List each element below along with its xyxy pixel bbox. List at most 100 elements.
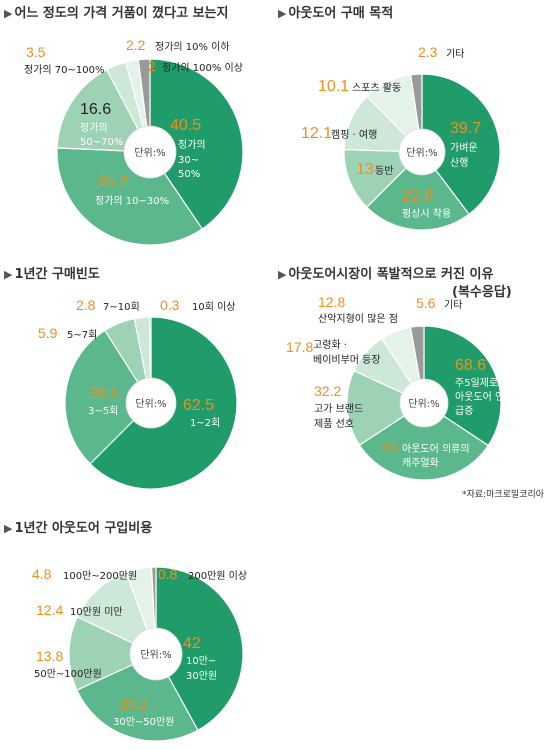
center-unit-label: 단위:% — [406, 146, 437, 159]
center-unit-label: 단위:% — [408, 397, 439, 410]
slice-category-label: 정가의 10~30% — [95, 195, 169, 207]
slice-value-label: 28.5 — [88, 385, 119, 402]
donut-chart-5: 단위:% 42 10만~ 30만원 26.2 30만~50만원 13.8 50만~100만원 1… — [32, 566, 247, 742]
slice-category-label: 5~7회 — [67, 329, 97, 341]
pie-slice — [68, 616, 158, 691]
slice-value-label: 68.6 — [455, 357, 486, 374]
donut-hole — [123, 125, 177, 179]
slice-category-label: 제품 선호 — [314, 418, 354, 430]
pie-slice — [64, 329, 152, 465]
slice-value-label: 39.7 — [450, 120, 481, 137]
center-unit-label: 단위:% — [135, 397, 166, 410]
slice-category-label: 50~70% — [80, 137, 123, 148]
slice-category-label: 100만~200만원 — [63, 570, 137, 582]
slice-category-label: 주5일제로 인한 — [455, 377, 520, 389]
title-text: 1년간 구매빈도 — [14, 267, 100, 282]
slice-category-label: 아웃도어 인구 — [455, 391, 513, 403]
triangle-bullet-icon: ▶ — [278, 268, 287, 281]
title-text: 1년간 아웃도어 구입비용 — [14, 521, 153, 536]
slice-category-label: 30~ — [178, 155, 199, 166]
title-text: 아웃도어 구매 목적 — [288, 6, 394, 21]
slice-category-label: 고령화 · — [313, 339, 347, 351]
slice-category-label: 아웃도어 의류의 — [402, 443, 470, 455]
donut-hole — [398, 128, 446, 176]
triangle-bullet-icon: ▶ — [4, 7, 13, 20]
slice-value-label: 12.8 — [318, 294, 345, 310]
pie-slice — [149, 58, 244, 230]
donut-hole — [399, 378, 449, 428]
triangle-bullet-icon: ▶ — [4, 522, 13, 535]
pie-slice — [346, 369, 426, 446]
slice-category-label: 가벼운 — [450, 142, 478, 154]
slice-value-label: 16.6 — [80, 101, 111, 118]
slice-category-label: 평상시 착용 — [402, 208, 451, 220]
slice-category-label: 캐주얼화 — [402, 457, 439, 469]
slice-category-label: 기타 — [444, 299, 462, 311]
slice-category-label: 급증 — [455, 405, 473, 417]
slice-category-label: 산행 — [450, 157, 468, 169]
slice-category-label: 스포츠 활동 — [352, 81, 401, 94]
slice-value-label: 13.8 — [36, 648, 63, 664]
source-note: *자료:마크로밀코리아 — [462, 490, 545, 500]
slice-category-label: 정가의 70~100% — [24, 64, 104, 76]
slice-category-label: 200만원 이상 — [188, 570, 247, 582]
chart-title-3: ▶ 1년간 구매빈도 — [4, 263, 100, 282]
slice-category-label: 10회 이상 — [192, 301, 236, 313]
pie-slice — [76, 571, 158, 656]
slice-value-label: 22.8 — [402, 188, 433, 205]
slice-value-label: 35.2 — [97, 173, 128, 190]
slice-value-label: 4.8 — [32, 566, 52, 582]
slice-value-label: 63 — [382, 439, 398, 455]
slice-category-label: 50% — [178, 169, 200, 180]
slice-category-label: 등반 — [375, 165, 393, 177]
slice-value-label: 2 — [148, 58, 156, 74]
slice-category-label: 3~5회 — [88, 405, 118, 417]
pie-slice — [343, 95, 424, 153]
chart-title-4: ▶ 아웃도어시장이 폭발적으로 커진 이유 — [278, 263, 493, 282]
chart-title-2: ▶ 아웃도어 구매 목적 — [278, 2, 393, 21]
slice-category-label: 정가의 — [80, 122, 108, 134]
slice-value-label: 3.5 — [26, 44, 46, 60]
slice-category-label: 1~2회 — [190, 417, 220, 429]
slice-value-label: 32.2 — [314, 383, 341, 399]
triangle-bullet-icon: ▶ — [278, 7, 287, 20]
subtitle-text: (복수응답) — [452, 285, 512, 300]
slice-category-label: 7~10회 — [103, 301, 140, 313]
slice-category-label: 산악지형이 많은 점 — [318, 313, 398, 325]
slice-category-label: 정가의 100% 이상 — [162, 62, 243, 74]
chart-title-5: ▶ 1년간 아웃도어 구입비용 — [4, 517, 152, 536]
slice-category-label: 정가의 10% 이하 — [155, 40, 230, 53]
pie-slice — [155, 566, 244, 732]
donut-chart-3: 단위:% 62.5 1~2회 28.5 3~5회 5.9 5~7회 2.8 7~10회 0.3 10… — [38, 297, 238, 490]
slice-category-label: 캠핑 · 여행 — [331, 129, 377, 141]
slice-category-label: 정가의 — [178, 139, 206, 151]
title-text: 아웃도어시장이 폭발적으로 커진 이유 — [288, 267, 494, 282]
center-unit-label: 단위:% — [134, 146, 165, 159]
slice-value-label: 12.4 — [36, 602, 63, 618]
pie-slice — [358, 402, 490, 481]
slice-value-label: 0.3 — [160, 297, 180, 313]
pie-slice — [366, 151, 470, 231]
pie-slice — [421, 73, 501, 216]
donut-hole — [125, 377, 177, 429]
slice-value-label: 2.8 — [76, 297, 96, 313]
title-text: 어느 정도의 가격 거품이 꼈다고 보는지 — [14, 6, 229, 21]
chart-title-1: ▶ 어느 정도의 가격 거품이 꼈다고 보는지 — [4, 2, 228, 21]
slice-value-label: 5.6 — [416, 295, 436, 311]
triangle-bullet-icon: ▶ — [4, 268, 13, 281]
slice-value-label: 2.3 — [418, 44, 438, 60]
slice-category-label: 10만~ — [186, 655, 216, 667]
donut-chart-1: 단위:% 40.5 정가의 30~ 50% 35.2 정가의 10~30% 16.6 정가의 50… — [24, 37, 244, 246]
slice-category-label: 30만~50만원 — [113, 716, 174, 728]
slice-value-label: 5.9 — [38, 325, 58, 341]
slice-value-label: 17.8 — [286, 339, 313, 355]
slice-value-label: 0.8 — [158, 566, 178, 582]
pie-slice — [56, 68, 152, 153]
slice-category-label: 베이비부머 등장 — [313, 354, 381, 366]
chart-subtitle-4: (복수응답) — [452, 281, 512, 300]
slice-value-label: 40.5 — [170, 117, 201, 134]
center-unit-label: 단위:% — [140, 648, 171, 661]
